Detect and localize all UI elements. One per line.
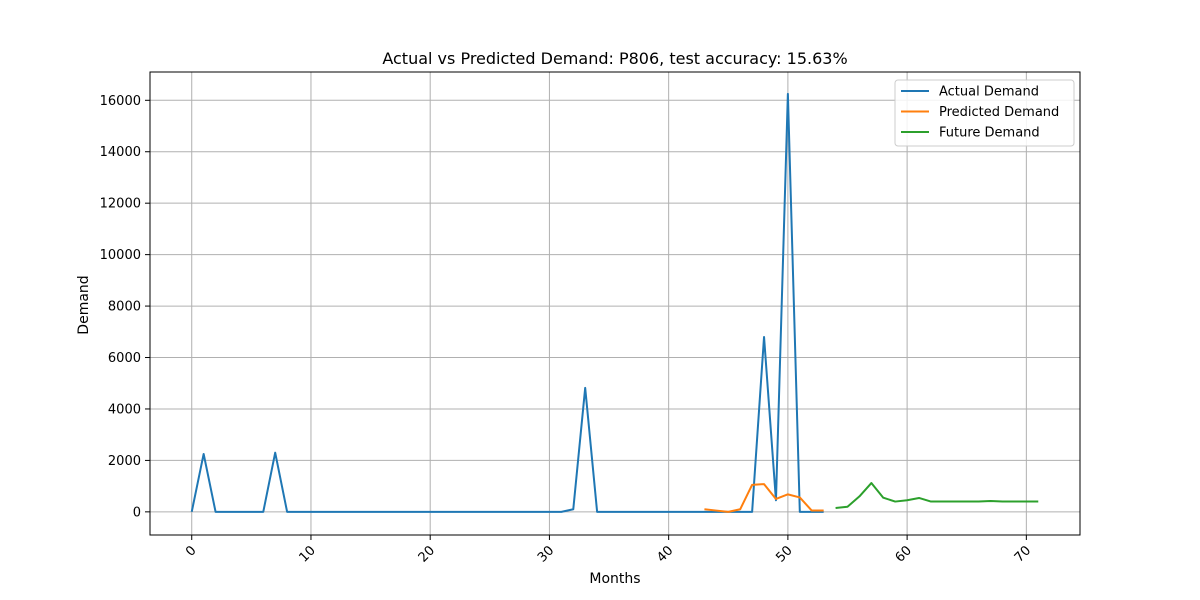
y-tick-label: 0 — [133, 505, 141, 520]
legend: Actual Demand Predicted Demand Future Dema… — [894, 79, 1075, 147]
y-tick-label: 10000 — [100, 248, 141, 263]
x-axis-label: Months — [589, 571, 640, 587]
chart-title: Actual vs Predicted Demand: P806, test a… — [382, 49, 847, 68]
y-tick-label: 4000 — [108, 402, 141, 417]
legend-entry: Predicted Demand — [939, 105, 1059, 120]
y-tick-label: 6000 — [108, 351, 141, 366]
y-tick-label: 2000 — [108, 454, 141, 469]
y-tick-label: 8000 — [108, 300, 141, 315]
legend-entry: Actual Demand — [939, 85, 1039, 100]
x-tick-label: 50 — [773, 543, 795, 565]
x-tick-label: 10 — [296, 543, 318, 565]
legend-entry: Future Demand — [939, 126, 1040, 141]
legend-box — [894, 79, 1075, 147]
series-line-future-demand — [835, 482, 1039, 509]
y-tick-label: 16000 — [100, 94, 141, 109]
x-tick-label: 60 — [893, 543, 915, 565]
x-tick-label: 0 — [183, 543, 199, 559]
y-tick-label: 12000 — [100, 197, 141, 212]
x-tick-label: 30 — [535, 543, 557, 565]
x-tick-label: 70 — [1012, 543, 1034, 565]
x-tick-label: 20 — [416, 543, 438, 565]
y-tick-label: 14000 — [100, 145, 141, 160]
grid — [150, 72, 1080, 535]
y-axis-label: Demand — [76, 275, 92, 334]
series-lines — [190, 92, 1039, 513]
series-line-actual-demand — [190, 92, 824, 513]
x-tick-label: 40 — [654, 543, 676, 565]
series-line-predicted-demand — [704, 483, 824, 513]
plot-frame — [149, 71, 1081, 536]
